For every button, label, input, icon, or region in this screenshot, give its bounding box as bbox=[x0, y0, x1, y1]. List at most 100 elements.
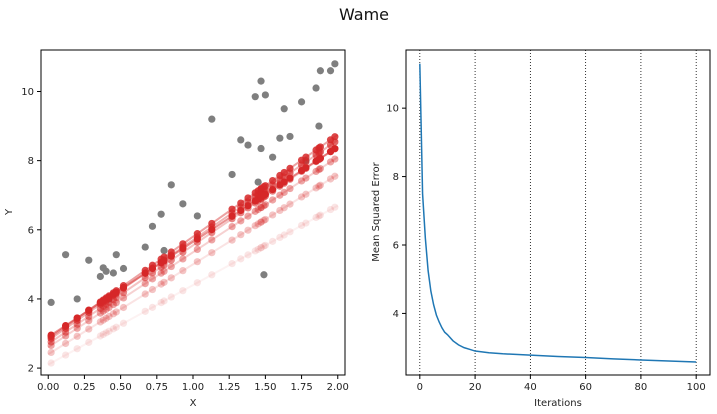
data-point bbox=[280, 105, 288, 113]
fit-point bbox=[280, 168, 288, 177]
fit-point bbox=[260, 216, 268, 224]
fit-point bbox=[251, 222, 259, 230]
fit-point bbox=[237, 206, 245, 215]
left-xtick-label: 1.50 bbox=[254, 382, 276, 393]
fit-point bbox=[261, 201, 269, 209]
data-point bbox=[286, 132, 294, 141]
left-xtick-label: 0.50 bbox=[109, 382, 131, 393]
fit-point bbox=[167, 293, 175, 301]
data-point bbox=[257, 77, 265, 85]
fit-point bbox=[261, 190, 269, 198]
data-point bbox=[316, 67, 324, 75]
fit-point bbox=[85, 306, 93, 314]
fit-point bbox=[208, 236, 216, 244]
fit-point bbox=[286, 174, 294, 182]
fit-point bbox=[261, 215, 269, 224]
fit-point bbox=[286, 228, 294, 236]
right-xtick-label: 20 bbox=[469, 382, 482, 393]
fit-point bbox=[47, 348, 55, 357]
fit-point bbox=[47, 331, 55, 339]
fit-point bbox=[331, 133, 339, 141]
data-point bbox=[276, 134, 284, 142]
data-point bbox=[315, 122, 323, 130]
data-point bbox=[157, 210, 165, 218]
fit-point bbox=[119, 319, 128, 327]
fit-point bbox=[326, 158, 335, 166]
fit-point bbox=[102, 314, 110, 322]
fit-point bbox=[160, 297, 168, 305]
fit-point bbox=[316, 181, 324, 189]
data-point bbox=[85, 256, 93, 264]
right-axes-frame bbox=[405, 49, 711, 376]
fit-point bbox=[119, 294, 128, 302]
data-point bbox=[47, 298, 55, 306]
fit-point bbox=[73, 345, 81, 353]
fit-point bbox=[280, 231, 288, 239]
data-point bbox=[179, 200, 187, 208]
fit-point bbox=[119, 303, 128, 312]
fit-point bbox=[257, 244, 265, 252]
fit-point bbox=[280, 178, 288, 186]
fit-line bbox=[47, 173, 339, 356]
fit-point bbox=[269, 196, 277, 204]
fit-point bbox=[193, 279, 201, 287]
left-xtick-label: 0.00 bbox=[37, 382, 59, 393]
fit-point bbox=[276, 191, 284, 199]
fit-point bbox=[148, 285, 157, 294]
fit-point bbox=[99, 330, 107, 339]
fit-point bbox=[148, 275, 157, 283]
fit-point bbox=[269, 177, 277, 185]
fit-point bbox=[141, 280, 149, 288]
fit-point bbox=[99, 316, 107, 324]
fit-point bbox=[237, 255, 245, 263]
right-ytick-label: 4 bbox=[393, 309, 399, 320]
fit-point bbox=[141, 307, 149, 315]
fit-point bbox=[167, 274, 175, 282]
left-ytick-label: 2 bbox=[28, 364, 34, 375]
left-xlabel: X bbox=[190, 398, 197, 409]
fit-point bbox=[105, 312, 113, 321]
left-xtick-label: 0.25 bbox=[73, 382, 95, 393]
fit-point bbox=[237, 231, 245, 239]
data-point bbox=[269, 153, 277, 161]
fit-point bbox=[141, 269, 149, 277]
fit-point bbox=[148, 303, 157, 311]
fit-point bbox=[179, 255, 187, 263]
left-xtick-label: 1.25 bbox=[218, 382, 240, 393]
right-xtick-label: 40 bbox=[524, 382, 537, 393]
right-marks bbox=[419, 63, 697, 363]
fit-point bbox=[261, 241, 269, 249]
fit-point bbox=[312, 184, 320, 192]
left-ytick-label: 8 bbox=[28, 156, 34, 167]
data-point bbox=[244, 141, 252, 149]
fit-point bbox=[179, 287, 187, 295]
data-point bbox=[312, 84, 320, 92]
fit-point bbox=[112, 323, 120, 331]
fit-point bbox=[160, 278, 168, 286]
fit-point bbox=[73, 332, 81, 340]
fit-point bbox=[331, 155, 339, 163]
fit-point bbox=[160, 257, 168, 265]
fit-point bbox=[302, 153, 310, 161]
data-point bbox=[237, 136, 245, 144]
fit-point bbox=[261, 182, 269, 190]
fit-point bbox=[237, 217, 245, 225]
fit-point bbox=[96, 318, 104, 326]
fit-point bbox=[326, 205, 335, 214]
fit-point bbox=[105, 327, 113, 335]
fit-point bbox=[119, 283, 128, 292]
fit-point bbox=[316, 143, 324, 151]
right-xtick-label: 0 bbox=[417, 382, 423, 393]
right-ylabel: Mean Squared Error bbox=[371, 161, 382, 261]
fit-point bbox=[208, 219, 216, 228]
data-point bbox=[109, 269, 117, 277]
fit-point bbox=[109, 310, 117, 318]
fit-point bbox=[112, 308, 120, 316]
left-ytick-label: 4 bbox=[28, 294, 34, 305]
fit-point bbox=[109, 325, 117, 333]
fit-point bbox=[193, 235, 201, 243]
fit-point bbox=[297, 221, 306, 230]
right-xlabel: Iterations bbox=[534, 398, 582, 409]
data-point bbox=[251, 93, 259, 101]
fit-point bbox=[315, 182, 323, 190]
